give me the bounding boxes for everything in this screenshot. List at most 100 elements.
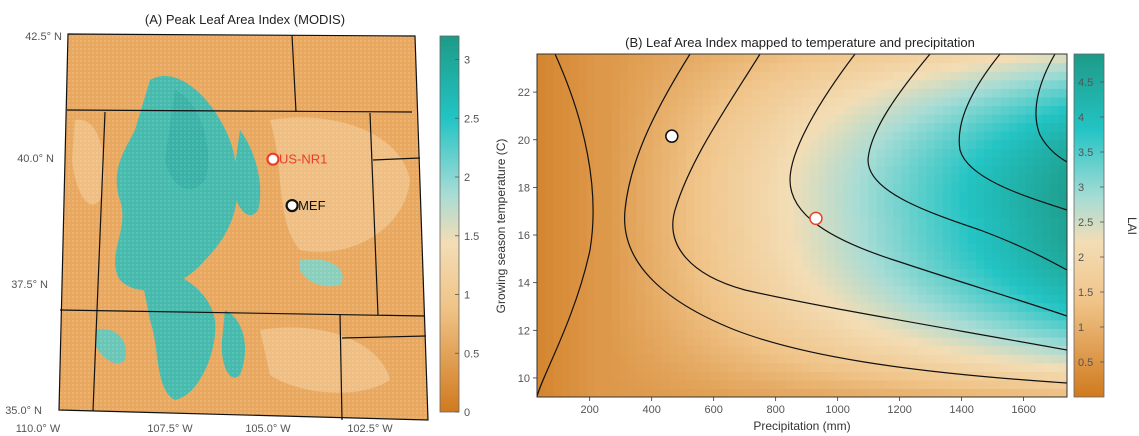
plot-b-area — [537, 54, 1067, 397]
heatmap-cell — [909, 336, 919, 347]
heatmap-cell — [594, 379, 604, 390]
heatmap-cell — [694, 156, 704, 167]
heatmap-cell — [686, 276, 695, 287]
heatmap-cell — [984, 302, 994, 312]
heatmap-cell — [545, 105, 555, 115]
heatmap-cell — [1050, 79, 1060, 89]
heatmap-cell — [1033, 62, 1043, 72]
heatmap-cell — [702, 268, 712, 278]
heatmap-cell — [760, 165, 770, 175]
heatmap-cell — [859, 311, 869, 321]
heatmap-cell — [1058, 96, 1067, 107]
heatmap-cell — [686, 216, 695, 227]
heatmap-cell — [893, 388, 902, 397]
heatmap-cell — [677, 251, 687, 261]
heatmap-cell — [959, 139, 969, 149]
heatmap-cell — [661, 345, 671, 355]
heatmap-cell — [744, 199, 753, 209]
heatmap-cell — [553, 234, 563, 244]
heatmap-cell — [793, 234, 803, 244]
heatmap-cell — [570, 311, 580, 321]
heatmap-cell — [768, 114, 778, 124]
heatmap-cell — [586, 199, 596, 209]
heatmap-cell — [868, 345, 878, 355]
heatmap-cell — [537, 345, 546, 355]
heatmap-cell — [868, 379, 878, 390]
heatmap-cell — [644, 242, 654, 252]
heatmap-cell — [917, 122, 927, 132]
heatmap-cell — [1050, 54, 1060, 64]
heatmap-cell — [586, 311, 596, 321]
heatmap-cell — [934, 79, 944, 89]
heatmap-cell — [1058, 225, 1067, 235]
heatmap-cell — [826, 216, 836, 227]
heatmap-cell — [1033, 71, 1043, 81]
heatmap-cell — [1009, 336, 1018, 347]
heatmap-cell — [603, 96, 613, 107]
heatmap-cell — [1058, 156, 1067, 167]
heatmap-cell — [909, 276, 919, 287]
colorbar-b-tick-label: 3.5 — [1078, 147, 1093, 159]
colorbar-b-tick-label: 1.5 — [1078, 287, 1093, 299]
heatmap-cell — [926, 131, 936, 141]
heatmap-cell — [570, 354, 580, 364]
heatmap-cell — [835, 268, 845, 278]
heatmap-cell — [752, 328, 762, 338]
heatmap-cell — [901, 105, 911, 115]
heatmap-cell — [785, 242, 795, 252]
heatmap-cell — [1058, 328, 1067, 338]
heatmap-cell — [785, 362, 795, 372]
heatmap-cell — [1042, 96, 1052, 107]
heatmap-cell — [760, 242, 770, 252]
heatmap-cell — [1017, 96, 1027, 107]
heatmap-cell — [735, 191, 745, 201]
heatmap-cell — [909, 216, 919, 227]
heatmap-cell — [586, 362, 596, 372]
heatmap-cell — [677, 225, 687, 235]
heatmap-cell — [652, 259, 662, 269]
heatmap-cell — [884, 371, 894, 381]
heatmap-cell — [1025, 156, 1035, 167]
heatmap-cell — [876, 268, 886, 278]
heatmap-cell — [835, 311, 845, 321]
heatmap-cell — [578, 259, 588, 269]
heatmap-cell — [934, 216, 944, 227]
heatmap-cell — [603, 302, 613, 312]
heatmap-cell — [628, 62, 637, 72]
heatmap-cell — [967, 54, 977, 64]
heatmap-cell — [752, 251, 762, 261]
heatmap-cell — [752, 294, 762, 304]
heatmap-cell — [926, 354, 936, 364]
heatmap-cell — [661, 88, 671, 98]
heatmap-cell — [959, 165, 969, 175]
heatmap-cell — [884, 302, 894, 312]
heatmap-cell — [1017, 174, 1027, 184]
heatmap-cell — [694, 191, 704, 201]
heatmap-cell — [628, 328, 637, 338]
heatmap-cell — [942, 294, 952, 304]
heatmap-cell — [735, 54, 745, 64]
heatmap-cell — [644, 285, 654, 295]
heatmap-cell — [537, 319, 546, 329]
heatmap-cell — [868, 165, 878, 175]
heatmap-cell — [578, 302, 588, 312]
heatmap-cell — [1000, 242, 1010, 252]
heatmap-cell — [893, 319, 902, 329]
heatmap-cell — [1033, 114, 1043, 124]
heatmap-cell — [975, 208, 985, 218]
heatmap-cell — [793, 122, 803, 132]
heatmap-cell — [859, 345, 869, 355]
heatmap-cell — [909, 165, 919, 175]
heatmap-cell — [843, 96, 853, 107]
heatmap-cell — [926, 96, 936, 107]
heatmap-cell — [545, 285, 555, 295]
heatmap-cell — [619, 285, 629, 295]
heatmap-cell — [735, 311, 745, 321]
heatmap-cell — [710, 242, 720, 252]
heatmap-cell — [1009, 242, 1018, 252]
heatmap-cell — [884, 122, 894, 132]
heatmap-cell — [702, 354, 712, 364]
heatmap-cell — [1058, 345, 1067, 355]
heatmap-cell — [926, 148, 936, 158]
heatmap-cell — [727, 139, 737, 149]
